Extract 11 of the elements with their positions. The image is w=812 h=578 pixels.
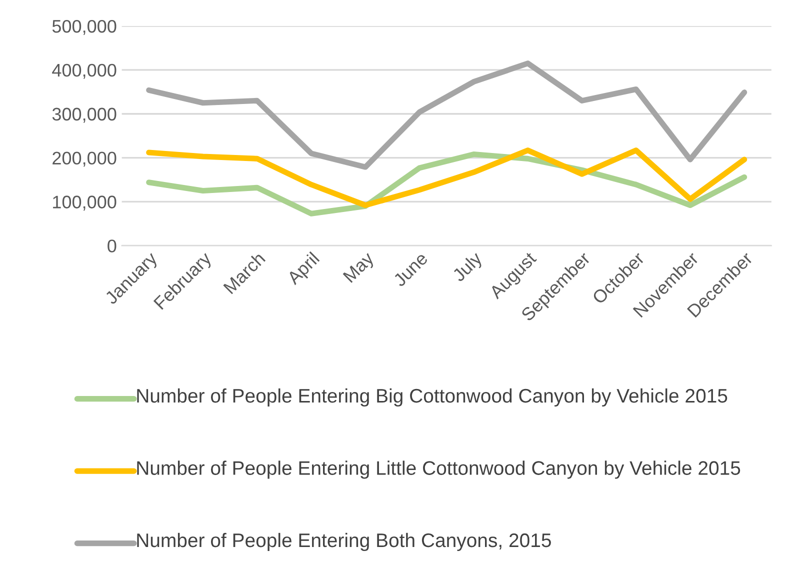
y-tick-label: 0	[108, 240, 116, 252]
legend-label: Number of People Entering Both Canyons, 2015	[137, 532, 551, 552]
y-tick-label: 400,000	[52, 64, 116, 79]
x-tick-label: May	[342, 251, 378, 286]
legend-label: Number of People Entering Little Cottonwood Canyon by Vehicle 2015	[137, 460, 740, 479]
y-tick-label: 100,000	[53, 196, 116, 211]
y-tick-label: 200,000	[52, 152, 116, 167]
y-tick-label: 300,000	[52, 108, 116, 123]
y-tick-label: 500,000	[52, 20, 116, 35]
x-tick-label: July	[451, 250, 486, 285]
legend-label: Number of People Entering Big Cottonwood Canyon by Vehicle 2015	[137, 388, 728, 407]
